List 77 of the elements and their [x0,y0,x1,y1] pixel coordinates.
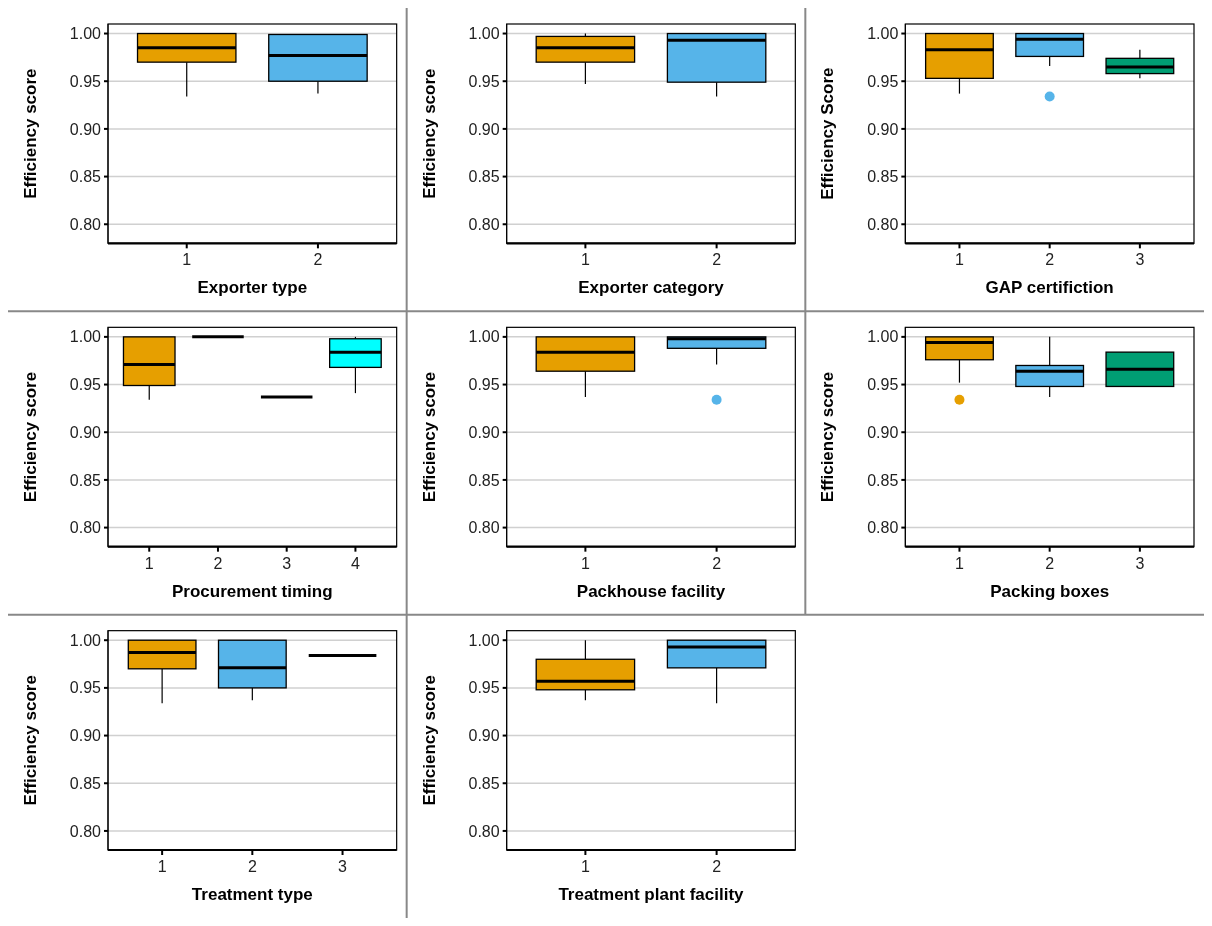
y-tick-label: 0.80 [867,519,899,537]
x-tick-label: 2 [247,858,257,875]
x-tick-label: 2 [213,554,223,572]
y-tick-label: 0.80 [69,519,102,537]
x-tick-label: 2 [712,554,722,572]
x-tick-label: 1 [955,554,965,572]
x-tick-label: 3 [338,858,348,875]
y-tick-label: 0.95 [69,72,102,90]
x-tick-label: 1 [955,251,965,269]
y-axis-title: Efficiency score [21,675,40,806]
y-tick-label: 0.95 [468,679,500,697]
x-tick-label: 4 [350,554,360,572]
y-tick-label: 0.80 [69,215,102,233]
y-tick-label: 1.00 [468,328,500,346]
y-tick-label: 0.80 [468,215,500,233]
y-axis-title: Efficiency Score [818,67,838,200]
x-tick-label: 3 [282,554,292,572]
y-tick-label: 0.90 [468,120,500,138]
y-tick-label: 0.95 [69,376,102,394]
y-tick-label: 0.85 [69,471,102,489]
x-axis-title: Treatment plant facility [558,885,745,904]
y-tick-label: 0.85 [468,774,500,792]
y-tick-label: 0.85 [69,774,102,792]
y-tick-label: 0.95 [867,72,899,90]
x-tick-label: 3 [1135,251,1145,269]
x-tick-label: 1 [580,251,590,269]
y-axis-title: Efficiency score [419,68,439,199]
x-axis-title: Procurement timing [172,581,333,601]
y-tick-label: 0.95 [69,679,102,697]
y-axis-title: Efficiency score [419,675,439,806]
x-tick-label: 3 [1135,554,1145,572]
y-tick-label: 0.90 [468,727,500,745]
y-tick-label: 0.90 [867,120,899,138]
x-tick-label: 1 [580,858,590,875]
y-tick-label: 0.85 [468,168,500,186]
x-tick-label: 2 [712,858,722,875]
y-tick-label: 1.00 [468,25,500,43]
y-tick-label: 1.00 [468,631,500,649]
x-axis-title: Treatment type [191,885,313,904]
y-tick-label: 1.00 [867,25,899,43]
x-tick-label: 2 [712,251,722,269]
y-tick-label: 0.80 [69,822,102,840]
y-tick-label: 0.90 [69,423,102,441]
y-tick-label: 1.00 [69,25,102,43]
y-tick-label: 0.80 [468,822,500,840]
y-axis-title: Efficiency score [419,371,439,503]
y-tick-label: 0.90 [468,423,500,441]
x-tick-label: 1 [144,554,154,572]
y-tick-label: 0.80 [468,519,500,537]
x-tick-label: 2 [313,251,323,269]
x-tick-label: 2 [1045,554,1055,572]
y-tick-label: 0.85 [468,471,500,489]
x-axis-title: Packhouse facility [576,581,726,601]
y-tick-label: 0.85 [69,168,102,186]
y-tick-label: 1.00 [69,328,102,346]
x-tick-label: 1 [157,858,167,875]
y-tick-label: 1.00 [867,328,899,346]
y-tick-label: 0.80 [867,215,899,233]
y-tick-label: 1.00 [69,631,102,649]
y-axis-title: Efficiency score [818,371,838,503]
y-tick-label: 0.85 [867,168,899,186]
x-tick-label: 1 [182,251,192,269]
x-tick-label: 2 [1045,251,1055,269]
y-tick-label: 0.90 [69,120,102,138]
y-tick-label: 0.95 [468,72,500,90]
y-tick-label: 0.90 [69,727,102,745]
x-axis-title: Exporter type [197,278,308,298]
y-tick-label: 0.85 [867,471,899,489]
x-axis-title: GAP certifiction [985,278,1114,298]
y-tick-label: 0.95 [468,376,500,394]
y-axis-title: Efficiency score [21,371,40,503]
x-tick-label: 1 [580,554,590,572]
x-axis-title: Exporter category [578,278,725,298]
y-axis-title: Efficiency score [21,68,40,199]
x-axis-title: Packing boxes [990,581,1110,601]
y-tick-label: 0.90 [867,423,899,441]
y-tick-label: 0.95 [867,376,899,394]
